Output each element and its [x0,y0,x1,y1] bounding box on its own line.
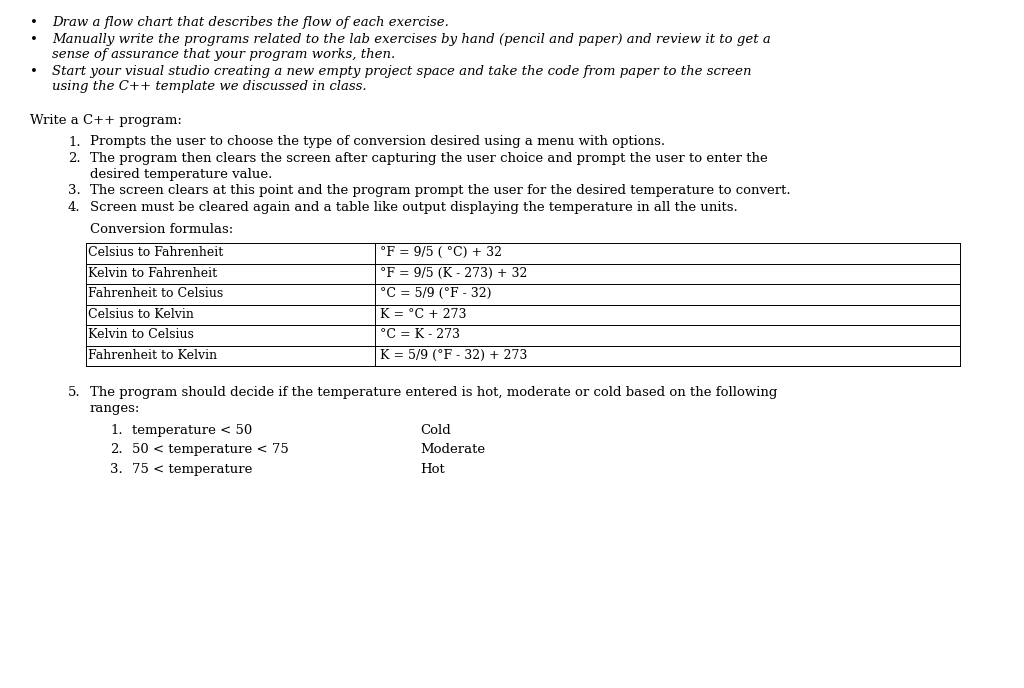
Text: K = °C + 273: K = °C + 273 [380,308,467,321]
Text: The program should decide if the temperature entered is hot, moderate or cold ba: The program should decide if the tempera… [90,386,777,399]
Text: Kelvin to Fahrenheit: Kelvin to Fahrenheit [88,266,217,279]
Text: 50 < temperature < 75: 50 < temperature < 75 [132,443,289,456]
Text: The screen clears at this point and the program prompt the user for the desired : The screen clears at this point and the … [90,184,791,197]
Text: 3.: 3. [110,462,123,475]
Text: Cold: Cold [420,424,451,436]
Text: Prompts the user to choose the type of conversion desired using a menu with opti: Prompts the user to choose the type of c… [90,136,666,149]
Text: K = 5/9 (°F - 32) + 273: K = 5/9 (°F - 32) + 273 [380,349,527,361]
Text: Celsius to Fahrenheit: Celsius to Fahrenheit [88,246,223,259]
Text: 3.: 3. [68,184,81,197]
Text: Draw a flow chart that describes the flow of each exercise.: Draw a flow chart that describes the flo… [52,16,449,29]
Text: Write a C++ program:: Write a C++ program: [30,114,182,127]
Text: using the C++ template we discussed in class.: using the C++ template we discussed in c… [52,80,367,93]
Text: 1.: 1. [68,136,81,149]
Text: °F = 9/5 (K - 273) + 32: °F = 9/5 (K - 273) + 32 [380,266,527,279]
Text: temperature < 50: temperature < 50 [132,424,252,436]
Text: 2.: 2. [68,152,81,165]
Text: °C = K - 273: °C = K - 273 [380,328,460,341]
Text: Conversion formulas:: Conversion formulas: [90,223,233,236]
Text: 2.: 2. [110,443,123,456]
Text: Kelvin to Celsius: Kelvin to Celsius [88,328,194,341]
Text: Manually write the programs related to the lab exercises by hand (pencil and pap: Manually write the programs related to t… [52,32,771,45]
Text: °C = 5/9 (°F - 32): °C = 5/9 (°F - 32) [380,287,492,300]
Text: Celsius to Kelvin: Celsius to Kelvin [88,308,194,321]
Text: 4.: 4. [68,200,81,213]
Text: °F = 9/5 ( °C) + 32: °F = 9/5 ( °C) + 32 [380,246,502,259]
Text: desired temperature value.: desired temperature value. [90,167,272,180]
Text: Fahrenheit to Kelvin: Fahrenheit to Kelvin [88,349,217,361]
Text: Hot: Hot [420,462,444,475]
Text: 5.: 5. [68,386,81,399]
Text: •: • [30,16,38,29]
Text: Fahrenheit to Celsius: Fahrenheit to Celsius [88,287,223,300]
Text: •: • [30,32,38,45]
Text: sense of assurance that your program works, then.: sense of assurance that your program wor… [52,48,395,61]
Text: Start your visual studio creating a new empty project space and take the code fr: Start your visual studio creating a new … [52,65,752,78]
Text: •: • [30,65,38,78]
Text: The program then clears the screen after capturing the user choice and prompt th: The program then clears the screen after… [90,152,768,165]
Text: ranges:: ranges: [90,402,140,414]
Text: Screen must be cleared again and a table like output displaying the temperature : Screen must be cleared again and a table… [90,200,737,213]
Text: 1.: 1. [110,424,123,436]
Text: Moderate: Moderate [420,443,485,456]
Text: 75 < temperature: 75 < temperature [132,462,252,475]
